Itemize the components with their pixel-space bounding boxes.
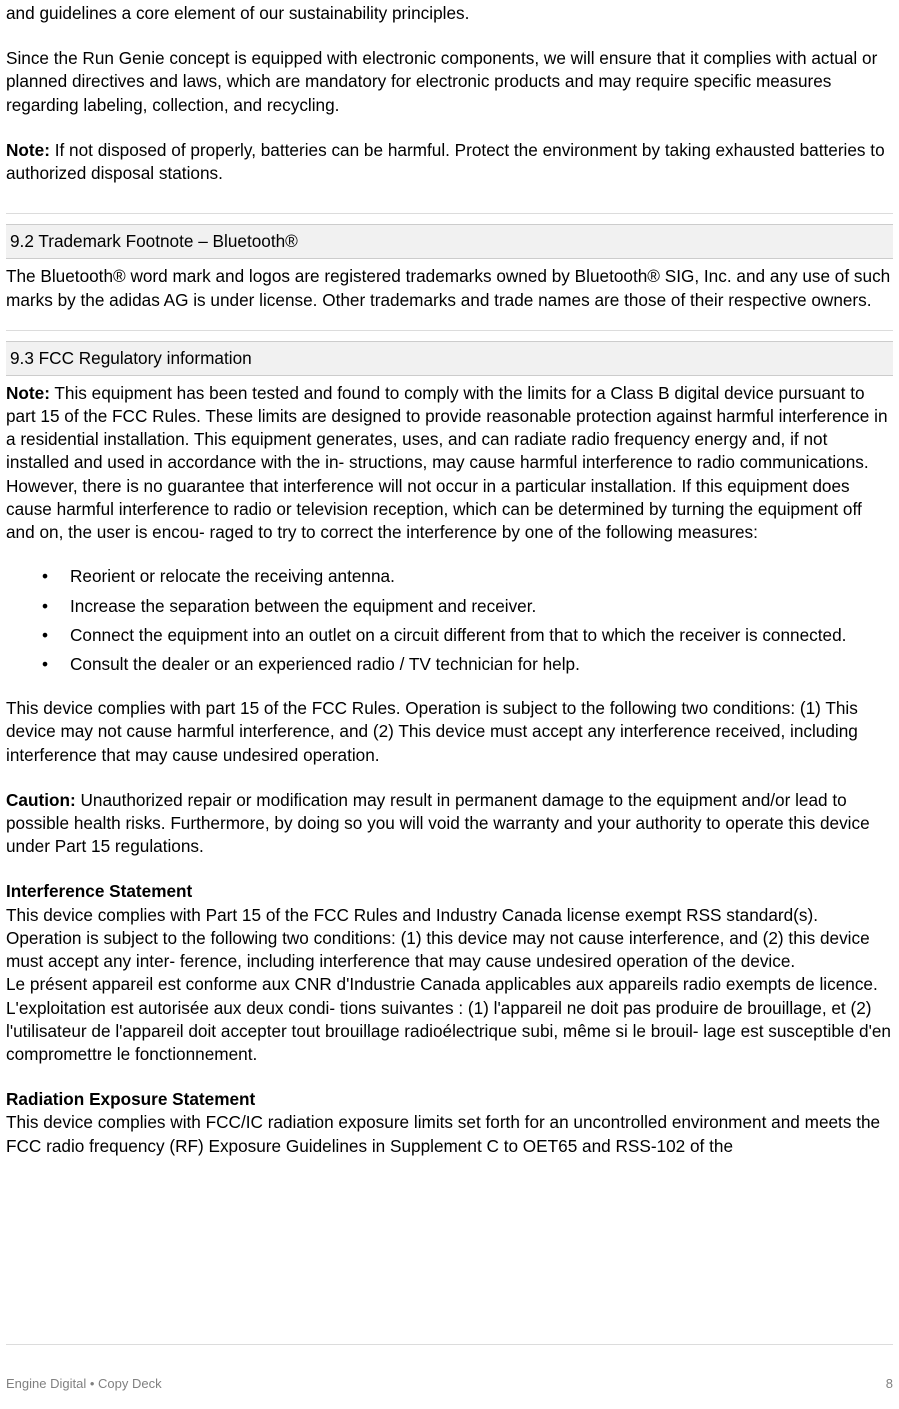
footer-rule: [6, 1344, 893, 1345]
section-title-9-3: 9.3 FCC Regulatory information: [10, 348, 889, 369]
section-heading-9-2: 9.2 Trademark Footnote – Bluetooth®: [6, 224, 893, 259]
sec93-caution-body: Unauthorized repair or modification may …: [6, 790, 870, 856]
sec93-note-label: Note:: [6, 383, 50, 403]
footer-page-number: 8: [886, 1376, 893, 1391]
sec93-note: Note: This equipment has been tested and…: [6, 382, 893, 545]
sec92-body: The Bluetooth® word mark and logos are r…: [6, 265, 893, 311]
intro-note-label: Note:: [6, 140, 50, 160]
radiation-body: This device complies with FCC/IC radiati…: [6, 1111, 893, 1157]
sec93-caution-label: Caution:: [6, 790, 76, 810]
radiation-title: Radiation Exposure Statement: [6, 1088, 893, 1111]
page-footer: Engine Digital • Copy Deck 8: [6, 1356, 893, 1391]
list-item: Connect the equipment into an outlet on …: [42, 621, 893, 650]
sec93-p2: This device complies with part 15 of the…: [6, 697, 893, 767]
section-heading-9-3: 9.3 FCC Regulatory information: [6, 341, 893, 376]
sec93-bullets: Reorient or relocate the receiving anten…: [6, 562, 893, 679]
interference-title: Interference Statement: [6, 880, 893, 903]
interference-body-1: This device complies with Part 15 of the…: [6, 904, 893, 974]
footer-left: Engine Digital • Copy Deck: [6, 1376, 162, 1391]
intro-para-1: Since the Run Genie concept is equipped …: [6, 47, 893, 117]
intro-note-body: If not disposed of properly, batteries c…: [6, 140, 885, 183]
sec93-caution: Caution: Unauthorized repair or modifica…: [6, 789, 893, 859]
interference-body-2: Le présent appareil est conforme aux CNR…: [6, 973, 893, 1066]
list-item: Reorient or relocate the receiving anten…: [42, 562, 893, 591]
section-title-9-2: 9.2 Trademark Footnote – Bluetooth®: [10, 231, 889, 252]
sec93-note-body: This equipment has been tested and found…: [6, 383, 888, 542]
intro-note: Note: If not disposed of properly, batte…: [6, 139, 893, 185]
list-item: Increase the separation between the equi…: [42, 592, 893, 621]
list-item: Consult the dealer or an experienced rad…: [42, 650, 893, 679]
intro-line-0: and guidelines a core element of our sus…: [6, 2, 893, 25]
